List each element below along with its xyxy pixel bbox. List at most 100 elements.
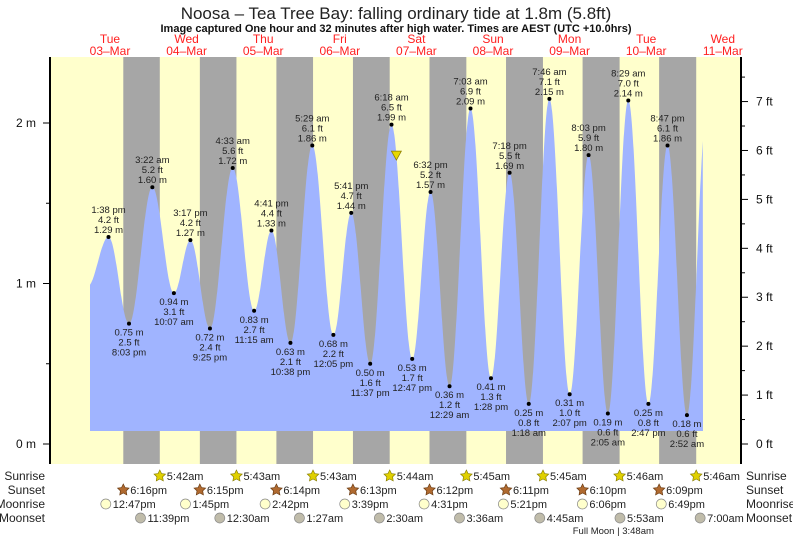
low-tide-label: 2.4 ft: [199, 342, 220, 353]
sunrise-time: 5:46am: [627, 471, 664, 483]
high-tide-label: 2.09 m: [456, 97, 485, 108]
high-tide-label: 1.44 m: [337, 201, 366, 212]
high-tide-label: 6:18 am: [374, 93, 408, 104]
low-tide-label: 2.5 ft: [118, 338, 139, 349]
moonrise-time: 4:31pm: [431, 499, 468, 511]
low-tide-label: 0.50 m: [356, 368, 385, 379]
sunrise-row-label-right: Sunrise: [746, 469, 787, 483]
date-label: 07–Mar: [396, 44, 437, 58]
low-tide-label: 2:07 pm: [552, 418, 586, 429]
high-tide-label: 1.60 m: [138, 175, 167, 186]
high-tide-label: 6.9 ft: [460, 87, 481, 98]
sunrise-icon: [306, 469, 320, 482]
high-tide-point: [230, 165, 235, 170]
high-tide-label: 5:41 pm: [334, 181, 368, 192]
low-tide-label: 0.6 ft: [597, 428, 618, 439]
high-tide-label: 8:03 pm: [571, 123, 605, 134]
high-tide-label: 5.9 ft: [578, 133, 599, 144]
low-tide-label: 0.6 ft: [676, 429, 697, 440]
high-tide-label: 6:32 pm: [413, 160, 447, 171]
sunset-icon: [652, 483, 666, 496]
low-tide-label: 0.25 m: [514, 408, 543, 419]
moonset-time: 7:00am: [707, 513, 744, 525]
sunrise-time: 5:45am: [550, 471, 587, 483]
high-tide-label: 1.80 m: [574, 143, 603, 154]
low-tide-point: [488, 376, 493, 381]
low-tide-point: [252, 308, 257, 313]
date-label: 11–Mar: [703, 44, 743, 58]
high-tide-label: 6.5 ft: [381, 103, 402, 114]
moonset-icon: [214, 512, 226, 524]
tide-area: [90, 98, 703, 432]
moonrise-icon: [418, 498, 430, 510]
high-tide-label: 7.0 ft: [618, 79, 639, 90]
sunset-row-label-right: Sunset: [746, 483, 784, 497]
low-tide-label: 2.1 ft: [280, 357, 301, 368]
high-tide-label: 4.7 ft: [341, 191, 362, 202]
right-tick-label: 1 ft: [756, 388, 773, 402]
high-tide-label: 1.33 m: [257, 219, 286, 230]
low-tide-label: 0.75 m: [114, 328, 143, 339]
sunset-time: 6:09pm: [666, 485, 703, 497]
sunset-icon: [576, 483, 590, 496]
high-tide-label: 5.2 ft: [420, 170, 441, 181]
low-tide-label: 2:05 am: [591, 438, 625, 449]
moonset-icon: [534, 512, 546, 524]
low-tide-point: [410, 356, 415, 361]
high-tide-point: [665, 143, 670, 148]
sunset-time: 6:16pm: [130, 485, 167, 497]
low-tide-label: 0.68 m: [319, 339, 348, 350]
high-tide-label: 1.86 m: [298, 133, 327, 144]
low-tide-point: [207, 326, 212, 331]
day-label: Tue: [100, 32, 121, 46]
moon-phase-label: Full Moon | 3:48am: [573, 526, 654, 537]
moonset-time: 2:30am: [386, 513, 423, 525]
high-tide-label: 3:22 am: [135, 155, 169, 166]
sunset-icon: [346, 483, 360, 496]
sunrise-time: 5:43am: [320, 471, 357, 483]
high-tide-point: [389, 122, 394, 127]
low-tide-label: 10:07 am: [154, 317, 194, 328]
high-tide-label: 1.69 m: [495, 161, 524, 172]
moonset-time: 11:39pm: [147, 513, 189, 525]
high-tide-point: [428, 190, 433, 195]
high-tide-label: 4:41 pm: [254, 199, 288, 210]
sunset-icon: [423, 483, 436, 496]
high-tide-label: 5:29 am: [295, 113, 329, 124]
high-tide-label: 4.4 ft: [261, 209, 282, 220]
low-tide-label: 0.53 m: [398, 363, 427, 374]
low-tide-label: 0.72 m: [195, 332, 224, 343]
sunrise-icon: [153, 469, 167, 482]
high-tide-point: [507, 170, 512, 175]
low-tide-point: [126, 321, 131, 326]
high-tide-label: 5.6 ft: [222, 146, 243, 157]
high-tide-label: 1.27 m: [176, 228, 205, 239]
sunset-icon: [116, 483, 130, 496]
low-tide-label: 10:38 pm: [271, 367, 311, 378]
date-label: 06–Mar: [319, 44, 360, 58]
high-tide-label: 4:33 am: [216, 136, 250, 147]
high-tide-label: 1:38 pm: [91, 205, 125, 216]
moonrise-icon: [180, 498, 191, 510]
moonrise-time: 1:45pm: [192, 499, 229, 511]
high-tide-point: [547, 96, 552, 101]
low-tide-label: 0.41 m: [476, 382, 505, 393]
low-tide-label: 1:18 am: [512, 428, 546, 439]
low-tide-label: 1.3 ft: [480, 392, 501, 403]
high-tide-label: 7:03 am: [453, 77, 487, 88]
high-tide-label: 7:46 am: [532, 67, 566, 78]
sunset-time: 6:13pm: [360, 485, 397, 497]
moonset-time: 4:45am: [547, 513, 584, 525]
high-tide-label: 5.5 ft: [499, 151, 520, 162]
chart-subtitle: Image captured One hour and 32 minutes a…: [161, 23, 632, 35]
high-tide-label: 6.1 ft: [302, 123, 323, 134]
left-tick-label: 2 m: [16, 116, 36, 130]
low-tide-label: 1:28 pm: [474, 402, 508, 413]
low-tide-point: [447, 384, 452, 389]
moonrise-row-label: Moonrise: [0, 497, 45, 511]
sunrise-time: 5:43am: [243, 471, 280, 483]
sunrise-time: 5:42am: [167, 471, 204, 483]
low-tide-label: 3.1 ft: [163, 307, 184, 318]
date-label: 09–Mar: [549, 44, 590, 58]
